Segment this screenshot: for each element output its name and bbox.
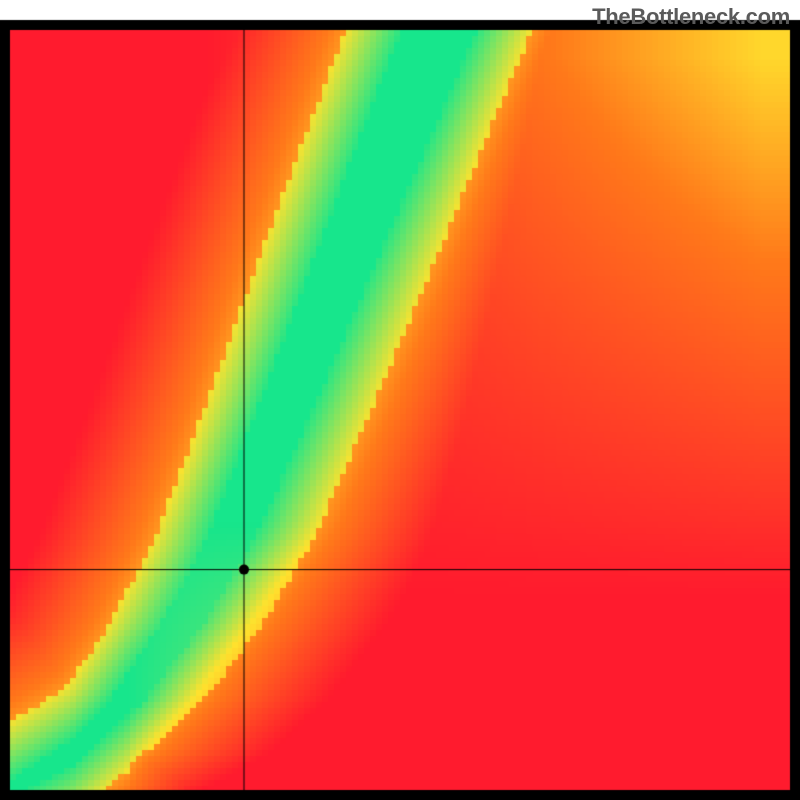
heatmap-canvas — [0, 0, 800, 800]
watermark-text: TheBottleneck.com — [592, 4, 790, 30]
chart-frame: TheBottleneck.com — [0, 0, 800, 800]
